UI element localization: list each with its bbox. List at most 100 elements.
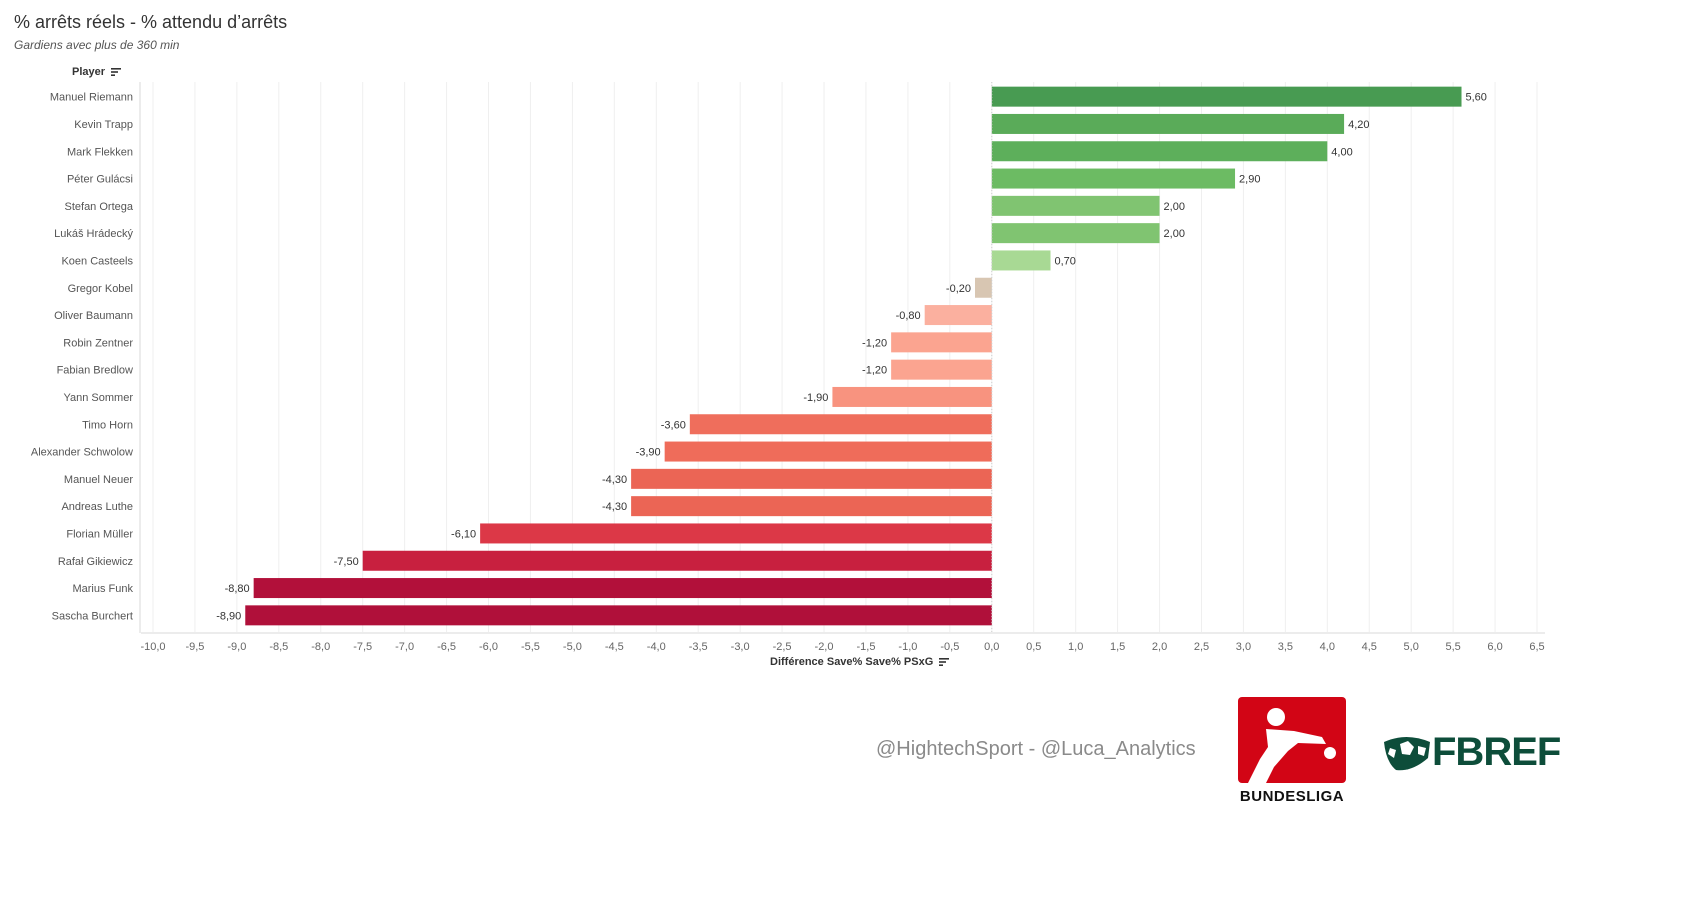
y-category-label: Koen Casteels [61, 255, 133, 267]
chart-title: % arrêts réels - % attendu d’arrêts [14, 12, 288, 32]
bar [991, 168, 1236, 189]
x-tick-label: -9,5 [185, 641, 204, 653]
bar [832, 386, 992, 407]
bundesliga-logo: BUNDESLIGA [1238, 697, 1346, 809]
x-axis-title[interactable]: Différence Save% Save% PSxG [770, 656, 950, 668]
bar [631, 468, 992, 489]
x-tick-label: -3,5 [689, 641, 708, 653]
x-tick-label: -6,5 [437, 641, 456, 653]
x-tick-label: 2,0 [1152, 641, 1167, 653]
bar [664, 441, 992, 462]
bar [975, 277, 992, 298]
bar-value-label: -0,80 [896, 310, 921, 322]
bar-value-label: -1,20 [862, 365, 887, 377]
bar-value-label: 0,70 [1055, 255, 1076, 267]
bundesliga-player-icon [1248, 708, 1336, 783]
bar [362, 550, 992, 571]
y-category-label: Robin Zentner [63, 337, 133, 349]
y-category-label: Stefan Ortega [65, 201, 134, 213]
y-category-label: Péter Gulácsi [67, 174, 133, 186]
y-category-label: Mark Flekken [67, 146, 133, 158]
y-category-label: Kevin Trapp [74, 119, 133, 131]
bar-value-label: -6,10 [451, 528, 476, 540]
y-category-label: Yann Sommer [64, 392, 134, 404]
bar [991, 223, 1160, 244]
bar-value-label: -1,20 [862, 337, 887, 349]
bar-value-label: -3,90 [636, 447, 661, 459]
bar [991, 195, 1160, 216]
x-tick-label: 5,0 [1404, 641, 1419, 653]
bar-value-label: -3,60 [661, 419, 686, 431]
y-category-label: Gregor Kobel [68, 283, 133, 295]
x-tick-label: 4,0 [1320, 641, 1335, 653]
bar [991, 141, 1328, 162]
bar-value-label: -4,30 [602, 474, 627, 486]
x-tick-label: -8,0 [311, 641, 330, 653]
x-tick-label: -9,0 [227, 641, 246, 653]
bar-value-label: 5,60 [1466, 92, 1487, 104]
x-tick-label: 6,0 [1487, 641, 1502, 653]
bar-value-label: -7,50 [334, 556, 359, 568]
bar-value-label: 4,20 [1348, 119, 1369, 131]
y-category-label: Florian Müller [66, 528, 133, 540]
bar-value-label: 2,00 [1164, 228, 1185, 240]
player-column-header[interactable]: Player [72, 66, 122, 78]
bundesliga-wordmark: BUNDESLIGA [1239, 788, 1345, 805]
bar-value-label: -8,90 [216, 610, 241, 622]
x-tick-label: -4,0 [647, 641, 666, 653]
y-category-label: Manuel Riemann [50, 92, 133, 104]
x-tick-label: -5,5 [521, 641, 540, 653]
x-tick-label: 0,5 [1026, 641, 1041, 653]
y-category-label: Lukáš Hrádecký [54, 228, 133, 240]
bar [891, 332, 992, 353]
x-tick-label: 1,0 [1068, 641, 1083, 653]
y-category-label: Oliver Baumann [54, 310, 133, 322]
bar-value-label: -1,90 [803, 392, 828, 404]
bar [891, 359, 992, 380]
bar [253, 578, 992, 599]
bar [991, 113, 1345, 134]
y-category-label: Manuel Neuer [64, 474, 133, 486]
bar-value-label: 4,00 [1331, 146, 1352, 158]
bar [991, 86, 1462, 107]
x-axis-title-label: Différence Save% Save% PSxG [770, 656, 934, 668]
y-category-label: Alexander Schwolow [31, 447, 133, 459]
bar [480, 523, 992, 544]
y-category-label: Rafał Gikiewicz [58, 556, 133, 568]
x-tick-label: 6,5 [1529, 641, 1544, 653]
bar-value-label: -0,20 [946, 283, 971, 295]
x-tick-label: -6,0 [479, 641, 498, 653]
bundesliga-badge [1238, 697, 1346, 783]
chart-subtitle: Gardiens avec plus de 360 min [14, 38, 180, 52]
y-category-label: Marius Funk [72, 583, 133, 595]
bar-value-label: 2,90 [1239, 174, 1260, 186]
x-tick-label: -3,0 [731, 641, 750, 653]
bar [245, 605, 992, 626]
x-tick-label: -7,0 [395, 641, 414, 653]
fbref-wordmark: FBREF [1432, 730, 1561, 774]
x-tick-label: 2,5 [1194, 641, 1209, 653]
x-tick-label: -5,0 [563, 641, 582, 653]
x-tick-label: -8,5 [269, 641, 288, 653]
x-tick-label: 4,5 [1362, 641, 1377, 653]
x-tick-label: -10,0 [140, 641, 165, 653]
y-category-label: Sascha Burchert [52, 610, 133, 622]
x-tick-label: 5,5 [1445, 641, 1460, 653]
bar-value-label: -4,30 [602, 501, 627, 513]
fbref-ball-icon [1384, 737, 1430, 771]
sort-descending-icon[interactable] [111, 68, 122, 77]
x-tick-label: -7,5 [353, 641, 372, 653]
y-category-label: Timo Horn [82, 419, 133, 431]
bar [924, 305, 992, 326]
y-category-label: Fabian Bredlow [57, 365, 133, 377]
player-header-label: Player [72, 66, 106, 78]
bar-value-label: 2,00 [1164, 201, 1185, 213]
x-tick-label: 3,5 [1278, 641, 1293, 653]
x-tick-label: 3,0 [1236, 641, 1251, 653]
x-tick-label: -0,5 [940, 641, 959, 653]
y-category-label: Andreas Luthe [61, 501, 133, 513]
sort-descending-icon[interactable] [939, 658, 950, 667]
fbref-logo: FBREF [1382, 728, 1562, 776]
x-tick-label: 1,5 [1110, 641, 1125, 653]
